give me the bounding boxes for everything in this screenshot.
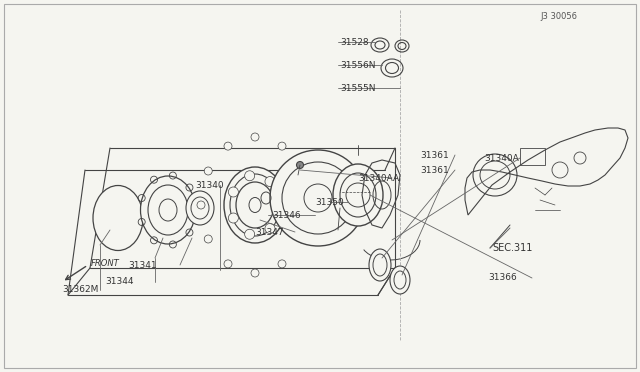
Text: J3 30056: J3 30056	[540, 12, 577, 20]
Text: 31340: 31340	[195, 180, 223, 189]
Circle shape	[244, 229, 255, 239]
Ellipse shape	[390, 266, 410, 294]
Text: 31366: 31366	[488, 273, 516, 282]
Circle shape	[296, 161, 303, 169]
Text: FRONT: FRONT	[91, 259, 120, 267]
Ellipse shape	[224, 167, 286, 243]
Circle shape	[278, 142, 286, 150]
Text: 31350: 31350	[315, 198, 344, 206]
Circle shape	[274, 200, 284, 210]
Text: 31347: 31347	[255, 228, 284, 237]
Text: 31362M: 31362M	[62, 285, 99, 295]
Circle shape	[228, 187, 238, 197]
Circle shape	[298, 235, 306, 243]
Circle shape	[204, 167, 212, 175]
Circle shape	[305, 201, 313, 209]
Circle shape	[270, 150, 366, 246]
Ellipse shape	[141, 176, 195, 244]
Circle shape	[251, 133, 259, 141]
Text: 31340AA: 31340AA	[358, 173, 399, 183]
Text: 31344: 31344	[105, 278, 134, 286]
Text: 31361: 31361	[420, 151, 449, 160]
Text: 31340A: 31340A	[484, 154, 519, 163]
Text: 31528: 31528	[340, 38, 369, 46]
Ellipse shape	[186, 191, 214, 225]
Circle shape	[197, 201, 205, 209]
Text: 31555N: 31555N	[340, 83, 376, 93]
Circle shape	[228, 213, 238, 223]
Circle shape	[244, 171, 255, 181]
Circle shape	[224, 260, 232, 268]
Circle shape	[265, 224, 275, 234]
Circle shape	[278, 260, 286, 268]
Text: 31361: 31361	[420, 166, 449, 174]
Text: 31341: 31341	[128, 260, 157, 269]
Ellipse shape	[369, 249, 391, 281]
Circle shape	[298, 167, 306, 175]
Circle shape	[204, 235, 212, 243]
Ellipse shape	[93, 186, 143, 250]
Ellipse shape	[333, 164, 383, 226]
Circle shape	[265, 177, 275, 186]
Circle shape	[251, 269, 259, 277]
Text: SEC.311: SEC.311	[492, 243, 532, 253]
Circle shape	[224, 142, 232, 150]
Text: 31346: 31346	[272, 211, 301, 219]
Text: 31556N: 31556N	[340, 61, 376, 70]
